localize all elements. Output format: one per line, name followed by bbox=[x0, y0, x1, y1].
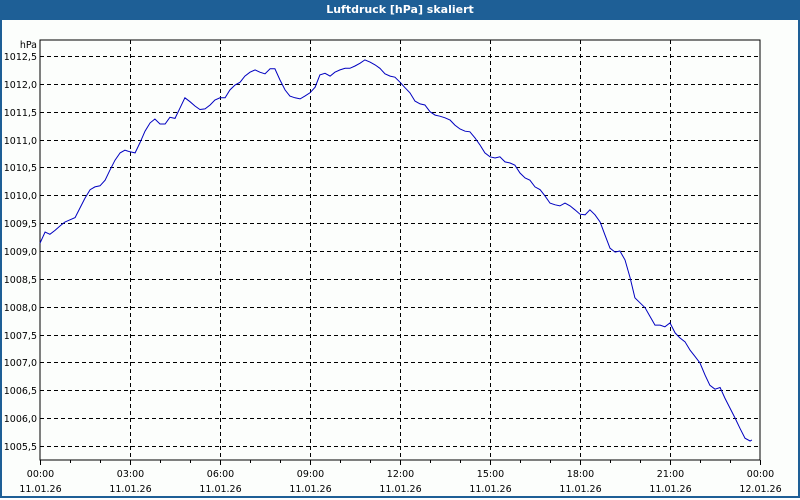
y-tick-label: 1008,0 bbox=[4, 303, 37, 314]
x-tick-date: 11.01.26 bbox=[379, 484, 421, 495]
y-tick-label: 1010,5 bbox=[4, 163, 37, 174]
y-tick-label: 1007,0 bbox=[4, 358, 37, 369]
y-axis-unit-label: hPa bbox=[20, 40, 37, 51]
pressure-series-line bbox=[39, 59, 753, 442]
y-tick-label: 1007,5 bbox=[4, 331, 37, 342]
y-tick-label: 1008,5 bbox=[4, 275, 37, 286]
x-tick-date: 11.01.26 bbox=[469, 484, 511, 495]
x-tick-time: 09:00 bbox=[297, 469, 324, 480]
y-tick-label: 1006,5 bbox=[4, 386, 37, 397]
x-tick-time: 21:00 bbox=[657, 469, 684, 480]
x-tick-date: 11.01.26 bbox=[199, 484, 241, 495]
x-tick-date: 11.01.26 bbox=[109, 484, 151, 495]
x-tick-date: 11.01.26 bbox=[649, 484, 691, 495]
x-tick-date: 11.01.26 bbox=[19, 484, 61, 495]
y-axis-ticks: 1012,5 1012,0 1011,5 1011,0 1010,5 1010,0 1009… bbox=[4, 52, 37, 453]
x-tick-time: 12:00 bbox=[387, 469, 414, 480]
x-axis-ticks: 00:00 11.01.26 03:00 11.01.26 06:00 11.01.26 0… bbox=[19, 460, 782, 495]
x-tick-date: 11.01.26 bbox=[289, 484, 331, 495]
y-tick-label: 1010,0 bbox=[4, 191, 37, 202]
x-tick-time: 06:00 bbox=[207, 469, 234, 480]
y-tick-label: 1011,0 bbox=[4, 136, 37, 147]
x-tick-time: 00:00 bbox=[747, 469, 774, 480]
y-tick-label: 1012,5 bbox=[4, 52, 37, 63]
x-tick-time: 00:00 bbox=[27, 469, 54, 480]
x-tick-time: 15:00 bbox=[477, 469, 504, 480]
x-tick-date: 12.01.26 bbox=[739, 484, 781, 495]
x-tick-time: 03:00 bbox=[117, 469, 144, 480]
y-tick-label: 1005,5 bbox=[4, 442, 37, 453]
x-tick-date: 11.01.26 bbox=[559, 484, 601, 495]
y-tick-label: 1009,0 bbox=[4, 247, 37, 258]
y-tick-label: 1012,0 bbox=[4, 80, 37, 91]
y-tick-label: 1009,5 bbox=[4, 219, 37, 230]
x-tick-time: 18:00 bbox=[567, 469, 594, 480]
y-tick-label: 1011,5 bbox=[4, 108, 37, 119]
y-tick-label: 1006,0 bbox=[4, 414, 37, 425]
grid-lines bbox=[40, 40, 760, 460]
chart-title: Luftdruck [hPa] skaliert bbox=[0, 0, 800, 20]
